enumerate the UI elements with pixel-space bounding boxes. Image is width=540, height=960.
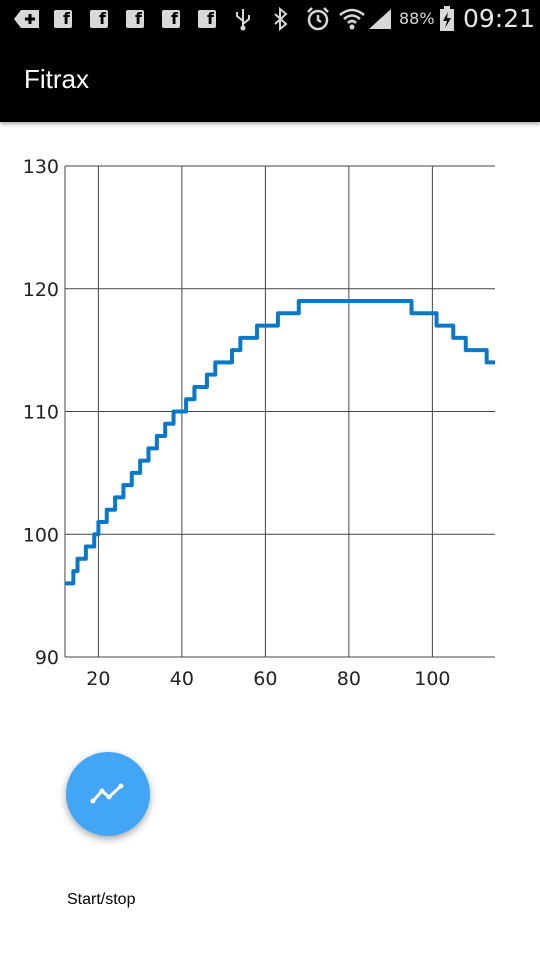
facebook-icon: f [54,6,72,32]
y-tick-label: 110 [23,402,59,424]
status-bar: f f f f f 88% 09:21 [0,0,540,38]
facebook-icon: f [198,6,216,32]
facebook-icon: f [90,6,108,32]
signal-icon [367,6,393,32]
alarm-icon [305,6,331,32]
clock: 09:21 [463,4,536,33]
battery-percentage: 88% [399,9,435,28]
y-tick-label: 130 [23,156,59,178]
app-bar: Fitrax [0,38,540,122]
x-tick-label: 100 [414,668,450,690]
x-tick-label: 60 [253,668,277,690]
add-icon [12,6,42,32]
trending-line-icon [90,783,124,804]
y-tick-label: 120 [23,279,59,301]
y-tick-label: 100 [23,524,59,546]
x-tick-label: 40 [170,668,194,690]
series-line [65,299,495,586]
bluetooth-icon [272,6,290,32]
line-chart: 90 100 110 120 130 20 40 60 80 100 [23,156,495,690]
x-tick-label: 80 [337,668,361,690]
app-title: Fitrax [24,64,89,94]
start-stop-label: Start/stop [67,891,136,908]
facebook-icon: f [162,6,180,32]
wifi-icon [338,6,366,32]
battery-charging-icon [439,6,455,32]
facebook-icon: f [126,6,144,32]
y-tick-label: 90 [35,647,59,669]
x-tick-label: 20 [86,668,110,690]
usb-icon [233,6,253,32]
start-stop-button[interactable] [66,752,150,836]
